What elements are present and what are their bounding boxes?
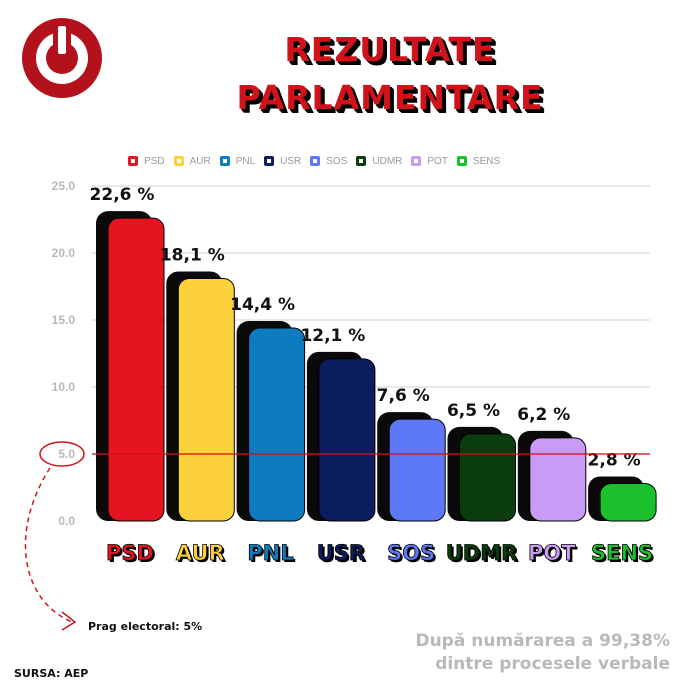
y-tick-label: 25.0 xyxy=(52,179,76,193)
legend-swatch xyxy=(173,156,184,166)
logo-stem xyxy=(58,26,66,54)
bar xyxy=(318,358,376,522)
category-label-shadow: SENS xyxy=(593,543,655,567)
category-label: PSD xyxy=(106,541,154,565)
legend-swatch xyxy=(310,156,321,166)
threshold-note: Prag electoral: 5% xyxy=(88,620,203,633)
category-label: SENS xyxy=(591,541,653,565)
legend-item-pot: POT xyxy=(411,156,448,167)
category-label: USR xyxy=(317,541,365,565)
legend-label: PSD xyxy=(144,155,165,167)
bar xyxy=(107,217,165,522)
legend-swatch xyxy=(411,156,422,166)
legend-label: AUR xyxy=(189,155,211,167)
legend-label: USR xyxy=(280,155,302,167)
power-icon xyxy=(22,18,102,98)
count-note-line1: După numărarea a 99,38% xyxy=(415,631,670,651)
data-label: 12,1 % xyxy=(300,326,365,346)
legend-label: PNL xyxy=(235,155,256,167)
legend-swatch xyxy=(128,156,138,166)
page-title-line1: REZULTATE xyxy=(284,30,496,69)
legend-label: SOS xyxy=(326,155,348,167)
category-label: UDMR xyxy=(446,541,518,565)
legend-swatch xyxy=(264,156,275,166)
bar xyxy=(248,327,306,522)
legend-label: SENS xyxy=(472,155,501,167)
source-label: SURSA: AEP xyxy=(14,667,89,680)
category-label: PNL xyxy=(247,541,293,565)
bar xyxy=(388,418,446,522)
data-label: 6,2 % xyxy=(517,405,570,425)
category-label: AUR xyxy=(176,541,225,565)
category-label-shadow: POT xyxy=(530,543,578,567)
legend-item-pnl: PNL xyxy=(219,155,256,167)
category-label-shadow: PNL xyxy=(249,543,295,567)
threshold-arrow-head xyxy=(61,611,77,631)
bar xyxy=(177,277,235,522)
data-label: 14,4 % xyxy=(230,295,295,315)
count-note: După numărarea a 99,38% dintre procesele… xyxy=(415,630,670,676)
category-label-shadow: AUR xyxy=(178,543,227,567)
legend-item-sos: SOS xyxy=(310,156,347,167)
y-tick-label: 5.0 xyxy=(58,447,75,461)
data-label: 18,1 % xyxy=(160,245,225,265)
threshold-arrow-line xyxy=(24,467,73,623)
legend-item-usr: USR xyxy=(264,156,301,167)
legend-item-psd: PSD xyxy=(128,156,165,167)
data-label: 6,5 % xyxy=(447,401,500,421)
y-tick-label: 15.0 xyxy=(52,313,76,327)
legend-item-udmr: UDMR xyxy=(356,156,402,167)
category-label: POT xyxy=(528,541,576,565)
threshold-circle xyxy=(39,441,85,467)
bar xyxy=(459,433,516,522)
category-label-shadow: USR xyxy=(319,543,367,567)
page-title-line2: PARLAMENTARE xyxy=(236,78,544,117)
data-label: 2,8 % xyxy=(588,450,641,470)
legend-label: POT xyxy=(427,155,448,167)
y-tick-label: 0.0 xyxy=(58,514,75,528)
category-label-shadow: PSD xyxy=(108,543,156,567)
category-label-shadow: UDMR xyxy=(448,543,520,567)
legend-swatch xyxy=(219,156,230,166)
bar xyxy=(599,482,657,522)
legend-swatch xyxy=(456,156,467,166)
y-tick-label: 10.0 xyxy=(52,380,76,394)
legend-label: UDMR xyxy=(372,155,403,167)
y-tick-label: 20.0 xyxy=(52,246,76,260)
bar xyxy=(529,437,587,522)
count-note-line2: dintre procesele verbale xyxy=(435,654,670,674)
category-label-shadow: SOS xyxy=(389,543,437,567)
legend-item-sens: SENS xyxy=(456,155,501,167)
data-label: 22,6 % xyxy=(90,185,155,205)
legend-swatch xyxy=(356,156,367,166)
legend-item-aur: AUR xyxy=(173,155,211,167)
category-label: SOS xyxy=(387,541,435,565)
chart-legend: PSD AUR PNL USR SOS UDMR POT SENS xyxy=(128,152,509,170)
data-label: 7,6 % xyxy=(377,386,430,406)
